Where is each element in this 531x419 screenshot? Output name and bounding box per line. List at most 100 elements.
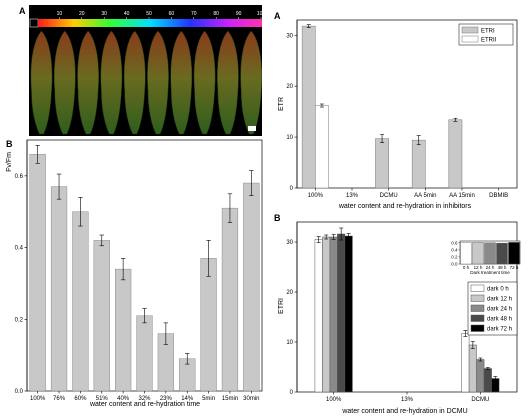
fvfm-y-axis-title: Fv/Fm — [6, 152, 13, 172]
scale-bar — [248, 126, 256, 131]
dark-x-tick-label: 100% — [326, 397, 342, 403]
etr-legend-swatch — [461, 26, 479, 34]
etri-dark-chart: B ETRI water content and re-hydration in… — [274, 213, 521, 415]
colorbar-tick-label: 20 — [79, 11, 85, 17]
colorbar-tick-label: 80 — [213, 11, 219, 17]
dark-legend-swatch — [470, 284, 485, 292]
colorbar-zero-swatch — [29, 18, 39, 28]
dark-y-tick-label: 10 — [286, 340, 293, 346]
fvfm-y-tick-label: 0.0 — [15, 389, 24, 395]
dark-bar — [344, 235, 353, 393]
inset-bar — [472, 242, 484, 265]
dark-bar — [468, 344, 477, 393]
leaf-images — [30, 30, 262, 135]
panel-a-images: A 10 20 30 40 50 60 70 80 90 100 — [19, 5, 265, 136]
panel-a-letter: A — [19, 6, 26, 16]
colorbar-tick-label: 50 — [146, 11, 152, 17]
dark-x-axis-title: water content and re-hydration in DCMU — [341, 408, 467, 415]
etr-bar — [448, 119, 463, 189]
fvfm-x-tick-label: 32% — [138, 396, 151, 402]
leaf-image — [100, 30, 123, 135]
inset-y-tick-label: 0.6 — [451, 240, 458, 245]
dark-y-tick-label: 30 — [286, 240, 293, 246]
fvfm-chart: B Fv/Fm water content and re-hydration t… — [6, 139, 263, 408]
dark-legend-swatch — [470, 324, 485, 332]
colorbar-tick-label: 40 — [124, 11, 130, 17]
inset-x-tick-label: 0 h — [463, 265, 470, 270]
dark-x-tick-label: 13% — [401, 397, 414, 403]
fvfm-x-tick-label: 30min — [243, 396, 259, 402]
inset-y-tick-label: 0.4 — [451, 247, 458, 252]
dark-bar — [314, 239, 323, 393]
leaf-image — [77, 30, 99, 135]
dark-bar — [461, 333, 470, 393]
dark-legend-swatch — [470, 314, 485, 322]
etr-y-tick-label: 10 — [286, 135, 293, 141]
fvfm-x-tick-label: 51% — [96, 396, 109, 402]
fvfm-panel-letter: B — [6, 139, 13, 149]
fvfm-bar — [221, 207, 239, 392]
fvfm-y-tick-label: 0.2 — [15, 317, 24, 323]
etr-x-tick-label: AA 5min — [414, 193, 436, 199]
leaf-image — [30, 30, 53, 135]
fvfm-x-tick-label: 14% — [181, 396, 194, 402]
inset-x-tick-label: 72 h — [510, 265, 519, 270]
etr-x-tick-label: 13% — [346, 193, 359, 199]
etr-y-axis-title: ETR — [278, 97, 285, 111]
dark-legend-swatch — [470, 294, 485, 302]
inset-x-axis-title: Dark treatment time — [470, 270, 510, 275]
fvfm-bar — [136, 315, 153, 392]
dark-bar — [476, 359, 485, 393]
dark-legend-label: dark 48 h — [487, 317, 512, 323]
etr-x-axis-title: water content and re-hydration in inhibi… — [338, 203, 472, 210]
dark-legend-swatch — [470, 304, 485, 312]
fvfm-x-tick-label: 40% — [117, 396, 130, 402]
etr-x-tick-label: DCMU — [380, 193, 398, 199]
fvfm-bar — [200, 258, 217, 392]
fvfm-bar — [93, 240, 110, 392]
etr-bar — [301, 25, 316, 189]
etr-bar — [411, 139, 426, 189]
leaf-image — [240, 30, 262, 135]
etr-x-tick-label: DBMIB — [489, 193, 508, 199]
colorbar-tick-label: 30 — [101, 11, 107, 17]
etr-bar — [315, 105, 329, 189]
fvfm-y-tick-label: 0.4 — [15, 246, 24, 252]
leaf-image — [54, 30, 76, 135]
fvfm-x-tick-label: 23% — [160, 396, 173, 402]
dark-legend-label: dark 72 h — [487, 327, 512, 333]
fvfm-bar — [50, 186, 68, 392]
dark-x-tick-label: DCMU — [471, 397, 489, 403]
inset-bar — [484, 242, 496, 265]
leaf-image — [170, 30, 193, 135]
inset-x-tick-label: 12 h — [474, 265, 483, 270]
fvfm-x-tick-label: 15min — [222, 396, 238, 402]
colorbar-tick-label: 10 — [57, 11, 63, 17]
dark-panel-letter: B — [274, 213, 281, 223]
fvfm-x-axis-title: water content and re-hydration time — [89, 401, 200, 408]
dark-y-axis-title: ETRI — [278, 298, 285, 314]
inset-x-tick-label: 24 h — [486, 265, 495, 270]
fvfm-bar — [29, 154, 46, 392]
fvfm-x-tick-label: 76% — [53, 396, 66, 402]
dark-legend-label: dark 12 h — [487, 297, 512, 303]
etr-x-tick-label: 100% — [308, 193, 324, 199]
etr-panel-letter: A — [274, 11, 281, 21]
dark-legend-label: dark 0 h — [487, 287, 509, 293]
etr-bar — [375, 138, 389, 189]
fvfm-x-tick-label: 100% — [30, 396, 46, 402]
inset-bar — [460, 242, 472, 265]
fvfm-y-tick-label: 0.6 — [15, 174, 24, 180]
fvfm-bar — [115, 268, 132, 392]
fvfm-x-tick-label: 60% — [74, 396, 87, 402]
leaf-image — [123, 30, 146, 135]
leaf-image — [193, 30, 216, 135]
inset-y-tick-label: 0.0 — [451, 262, 458, 267]
fvfm-bar — [243, 182, 260, 392]
etr-legend-swatch — [461, 35, 479, 43]
dark-y-tick-label: 20 — [286, 290, 293, 296]
dark-legend-label: dark 24 h — [487, 307, 512, 313]
colorbar-tick-label: 70 — [191, 11, 197, 17]
dark-bar — [329, 236, 338, 393]
